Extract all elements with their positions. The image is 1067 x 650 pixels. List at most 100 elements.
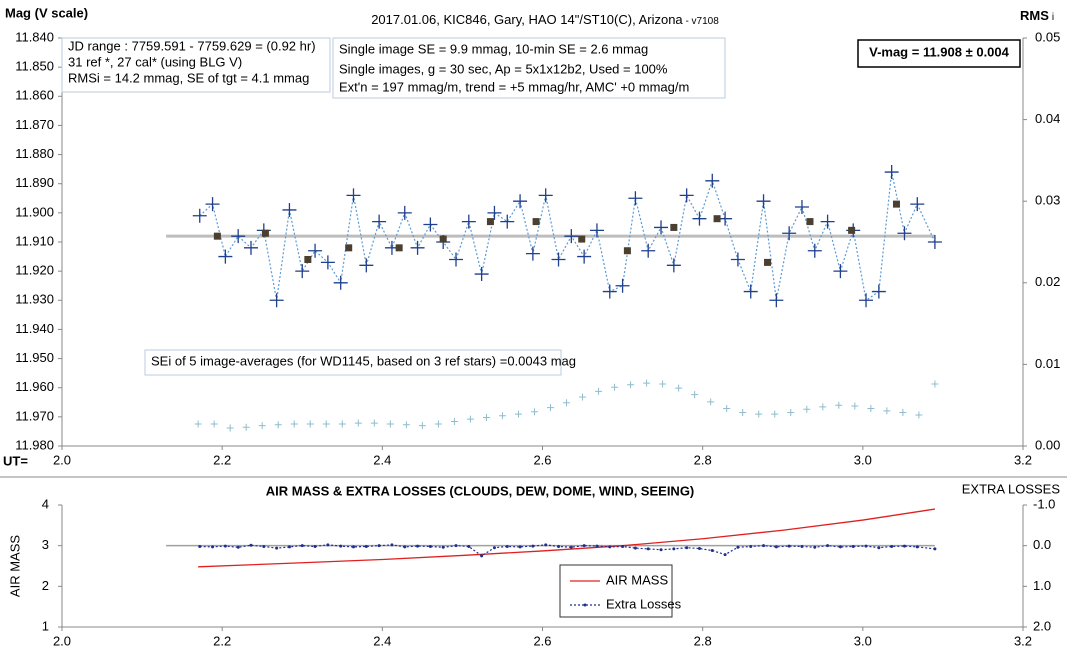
point xyxy=(730,252,745,267)
point xyxy=(194,420,202,428)
series-line xyxy=(199,544,935,557)
point xyxy=(577,249,592,264)
point xyxy=(654,220,669,235)
point xyxy=(691,391,699,399)
point xyxy=(646,547,650,551)
point xyxy=(707,398,715,406)
point xyxy=(547,404,555,412)
point xyxy=(359,258,374,273)
point xyxy=(883,407,891,415)
point xyxy=(269,293,284,308)
y-tick-label: 11.960 xyxy=(15,379,54,394)
point xyxy=(441,545,445,549)
point xyxy=(410,240,425,255)
x-tick-label: 2.0 xyxy=(53,633,71,648)
point xyxy=(833,264,848,279)
point xyxy=(736,545,740,549)
point xyxy=(454,544,458,548)
point xyxy=(569,545,573,549)
y2-tick-label: -1.0 xyxy=(1033,496,1055,511)
point xyxy=(867,404,875,412)
average-point xyxy=(395,244,403,252)
y2-tick-label: 0.05 xyxy=(1035,29,1060,44)
point xyxy=(211,545,215,549)
point xyxy=(306,420,314,428)
point xyxy=(551,252,566,267)
x-tick-label: 2.4 xyxy=(373,633,391,648)
point xyxy=(927,235,942,249)
point xyxy=(423,217,438,232)
point xyxy=(434,420,442,428)
average-point xyxy=(670,223,678,231)
point xyxy=(933,547,937,551)
legend-box xyxy=(559,564,673,618)
point xyxy=(338,420,346,428)
y-tick-label: 11.860 xyxy=(15,88,54,103)
legend-label: AIR MASS xyxy=(606,572,668,587)
point xyxy=(871,284,886,299)
point xyxy=(262,544,266,548)
chart-title: AIR MASS & EXTRA LOSSES (CLOUDS, DEW, DO… xyxy=(266,483,695,498)
x-tick-label: 2.6 xyxy=(533,633,551,648)
y-tick-label: 4 xyxy=(42,496,49,511)
point xyxy=(826,544,830,548)
point xyxy=(322,420,330,428)
point xyxy=(300,544,304,548)
point xyxy=(326,543,330,547)
y2-tick-label: 2.0 xyxy=(1033,618,1051,633)
point xyxy=(931,380,939,388)
point xyxy=(899,409,907,417)
annotation-box xyxy=(857,39,1021,68)
point xyxy=(236,545,240,549)
point xyxy=(819,403,827,411)
point xyxy=(339,544,343,548)
average-point xyxy=(261,229,269,237)
point xyxy=(749,544,753,548)
point xyxy=(743,284,758,299)
point xyxy=(628,191,643,206)
point xyxy=(492,546,496,550)
point xyxy=(402,421,410,429)
point xyxy=(480,554,484,558)
x-axis-label: UT= xyxy=(3,453,28,468)
point xyxy=(835,401,843,409)
average-point xyxy=(345,244,353,252)
y2-tick-label: 0.0 xyxy=(1033,537,1051,552)
y2-tick-label: 0.04 xyxy=(1035,111,1060,126)
average-point xyxy=(764,258,772,266)
annotation-text: Ext'n = 197 mmag/m, trend = +5 mmag/hr, … xyxy=(339,79,689,94)
point xyxy=(851,544,855,548)
point xyxy=(428,544,432,548)
series-line xyxy=(198,508,936,568)
point xyxy=(787,544,791,548)
y2-tick-label: 0.03 xyxy=(1035,193,1060,208)
point xyxy=(364,544,368,548)
point xyxy=(287,545,291,549)
annotation-box xyxy=(332,37,726,99)
y-tick-label: 11.970 xyxy=(15,408,54,423)
y-tick-label: 11.900 xyxy=(15,204,54,219)
point xyxy=(723,404,731,412)
point xyxy=(723,553,727,557)
point xyxy=(467,544,471,548)
y-tick-label: 11.930 xyxy=(15,292,54,307)
y-tick-label: 1 xyxy=(42,618,49,633)
y-tick-label: 2 xyxy=(42,578,49,593)
point xyxy=(643,379,651,387)
point xyxy=(513,194,528,209)
average-point xyxy=(806,218,814,226)
point xyxy=(372,214,387,229)
y2-axis-label: EXTRA LOSSES xyxy=(962,481,1061,496)
point xyxy=(514,410,522,418)
point xyxy=(807,243,822,258)
y-tick-label: 11.950 xyxy=(15,350,54,365)
point xyxy=(877,546,881,550)
point xyxy=(859,293,874,308)
point xyxy=(864,544,868,548)
point xyxy=(205,197,220,212)
point xyxy=(249,543,253,547)
point xyxy=(242,423,250,431)
point xyxy=(295,264,310,279)
point xyxy=(820,214,835,229)
